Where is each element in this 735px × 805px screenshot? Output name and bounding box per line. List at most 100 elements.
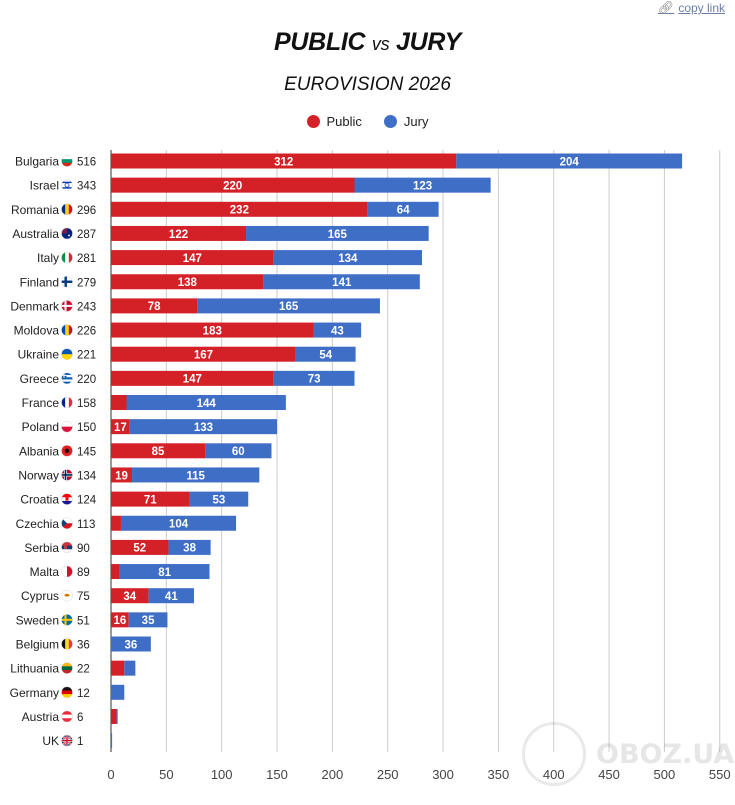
- flag-croatia-icon: [61, 493, 73, 505]
- data-label-public: 138: [178, 277, 198, 289]
- total-label: 220: [77, 374, 96, 386]
- total-label: 281: [77, 253, 96, 265]
- flag-australia-icon: [61, 227, 73, 240]
- category-label: Poland: [22, 420, 59, 434]
- legend-label-jury: Jury: [403, 114, 429, 129]
- flag-moldova-icon: [61, 324, 73, 336]
- data-label-jury: 134: [338, 253, 358, 265]
- data-label-public: 71: [144, 494, 157, 506]
- flag-greece-icon: [61, 372, 73, 385]
- category-label: Norway: [18, 468, 59, 482]
- category-label: Serbia: [24, 541, 59, 555]
- flag-austria-icon: [61, 710, 73, 723]
- total-label: 113: [77, 519, 95, 531]
- x-tick-label: 450: [598, 767, 620, 782]
- data-label-public: 220: [223, 180, 242, 192]
- flag-sweden-icon: [61, 614, 73, 626]
- total-label: 12: [77, 688, 90, 700]
- data-label-jury: 38: [183, 543, 196, 555]
- bar-jury: [456, 153, 683, 169]
- data-label-public: 167: [194, 350, 213, 362]
- bar-public: [111, 660, 125, 676]
- link-icon: 🔗︎: [657, 0, 675, 15]
- legend-item-public[interactable]: Public: [306, 114, 362, 129]
- total-label: 516: [77, 157, 96, 169]
- x-tick-label: 200: [322, 767, 344, 782]
- data-label-jury: 165: [279, 301, 299, 313]
- bar-jury: [148, 588, 195, 604]
- category-label: Austria: [22, 710, 60, 724]
- chart-subtitle: EUROVISION 2026: [284, 74, 451, 95]
- flag-italy-icon: [61, 251, 73, 264]
- bar-jury: [111, 733, 113, 749]
- data-label-public: 122: [169, 229, 188, 241]
- bar-jury: [246, 225, 429, 241]
- bar-jury: [129, 419, 278, 435]
- bar-public: [111, 322, 314, 338]
- data-label-jury: 144: [197, 398, 217, 410]
- bar-public: [111, 467, 133, 483]
- data-label-jury: 115: [186, 470, 205, 482]
- x-tick-label: 100: [211, 767, 233, 782]
- legend-item-jury[interactable]: Jury: [383, 114, 429, 129]
- bar-public: [111, 346, 296, 362]
- flag-denmark-icon: [61, 300, 73, 312]
- copy-link-label[interactable]: copy link: [678, 1, 725, 15]
- bar-public: [111, 370, 274, 386]
- x-tick-label: 500: [654, 767, 676, 782]
- category-label: Ukraine: [18, 348, 60, 362]
- data-label-jury: 81: [158, 567, 171, 579]
- bar-jury: [120, 515, 237, 531]
- bar-public: [111, 201, 368, 217]
- watermark-logo-icon: [522, 722, 586, 786]
- flag-ukraine-icon: [61, 348, 73, 360]
- category-label: Czechia: [16, 517, 60, 531]
- data-label-jury: 36: [125, 639, 138, 651]
- data-label-public: 34: [123, 591, 136, 603]
- category-label: Israel: [30, 179, 59, 193]
- flag-albania-icon: [61, 445, 73, 457]
- total-label: 90: [77, 543, 90, 555]
- total-label: 221: [77, 350, 96, 362]
- total-label: 134: [77, 470, 97, 482]
- title-vs: vs: [371, 34, 390, 54]
- data-label-jury: 43: [331, 325, 344, 337]
- data-label-public: 85: [152, 446, 165, 458]
- total-label: 296: [77, 205, 96, 217]
- category-label: Croatia: [20, 493, 59, 507]
- total-label: 89: [77, 567, 90, 579]
- total-label: 36: [77, 640, 90, 652]
- category-label: Cyprus: [21, 589, 59, 603]
- total-label: 145: [77, 446, 96, 458]
- bar-public: [111, 395, 127, 410]
- bar-public: [111, 177, 355, 193]
- data-label-jury: 133: [194, 422, 213, 434]
- bar-public: [111, 250, 274, 266]
- bar-public: [111, 612, 129, 628]
- category-label: Malta: [30, 565, 60, 579]
- bar-jury: [124, 660, 136, 676]
- x-tick-label: 150: [266, 767, 288, 782]
- data-label-jury: 35: [142, 615, 155, 627]
- data-label-jury: 41: [165, 591, 178, 603]
- bar-public: [111, 274, 264, 290]
- data-label-public: 78: [148, 301, 161, 313]
- bar-jury: [132, 467, 260, 483]
- bar-jury: [119, 564, 210, 580]
- x-tick-label: 250: [377, 767, 399, 782]
- title-public: PUBLIC: [273, 28, 366, 56]
- category-label: Belgium: [16, 638, 59, 652]
- copy-link[interactable]: 🔗︎ copy link: [658, 0, 725, 16]
- category-label: Moldova: [14, 324, 60, 338]
- bar-public: [111, 515, 121, 531]
- category-label: Albania: [19, 444, 59, 458]
- total-label: 158: [77, 398, 96, 410]
- bar-jury: [273, 250, 423, 266]
- bar-jury: [295, 346, 356, 362]
- x-tick-label: 0: [107, 767, 114, 782]
- bar-jury: [168, 539, 211, 555]
- total-label: 1: [77, 736, 83, 748]
- data-label-jury: 204: [560, 156, 580, 168]
- data-label-public: 312: [274, 156, 293, 168]
